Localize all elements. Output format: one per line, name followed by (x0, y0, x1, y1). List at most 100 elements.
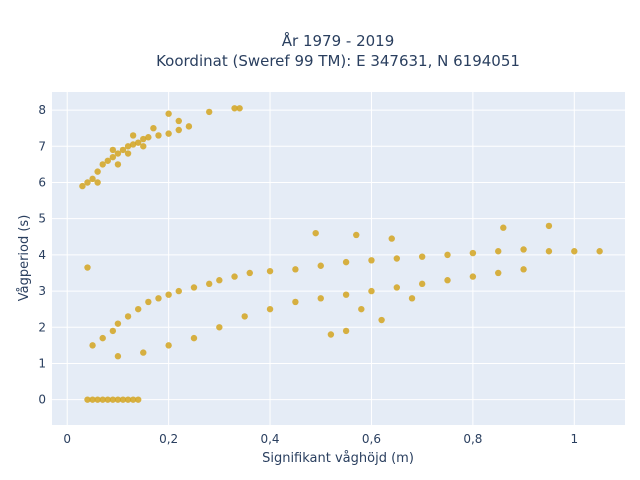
data-point (292, 266, 299, 273)
data-point (444, 251, 451, 259)
data-point (155, 295, 162, 302)
data-point (342, 291, 350, 298)
data-point (378, 316, 385, 324)
data-point (89, 342, 96, 349)
y-tick-labels: 0 1 2 3 4 5 6 7 8 (38, 103, 46, 407)
x-tick-label: 0,4 (260, 432, 279, 446)
data-point (114, 353, 122, 360)
data-point (114, 396, 122, 403)
data-point (368, 287, 375, 295)
x-tick-label: 0,6 (362, 432, 381, 446)
data-point (165, 110, 172, 117)
data-point (312, 229, 319, 237)
x-tick-labels: 0 0,2 0,4 0,6 0,8 1 (63, 432, 578, 446)
data-point (129, 396, 137, 403)
data-point (109, 327, 117, 335)
data-point (393, 255, 401, 262)
chart-title-line1: År 1979 - 2019 (282, 31, 395, 50)
data-point (114, 161, 122, 168)
data-point (231, 273, 238, 280)
data-point (246, 269, 253, 277)
y-tick-label: 0 (38, 393, 46, 407)
data-point (135, 139, 142, 146)
y-tick-label: 6 (38, 175, 46, 189)
data-point (236, 105, 243, 112)
data-point (129, 141, 137, 148)
data-point (99, 396, 106, 403)
data-point (124, 396, 132, 403)
data-point (84, 179, 91, 186)
chart-title-line2: Koordinat (Sweref 99 TM): E 347631, N 61… (156, 52, 520, 70)
data-point (190, 284, 198, 291)
x-tick-label: 0 (63, 432, 71, 446)
data-point (205, 108, 213, 116)
y-tick-label: 8 (38, 103, 46, 117)
x-axis-label: Signifikant våghöjd (m) (262, 451, 414, 466)
data-point (241, 313, 248, 320)
data-point (99, 161, 106, 168)
data-point (84, 264, 91, 271)
data-point (469, 273, 477, 280)
data-point (231, 105, 238, 112)
data-point (135, 396, 142, 403)
data-point (342, 258, 350, 266)
data-point (185, 123, 193, 130)
data-point (216, 277, 223, 284)
data-point (109, 153, 117, 161)
data-point (358, 305, 365, 313)
x-tick-label: 0,2 (159, 432, 178, 446)
data-point (545, 222, 553, 230)
data-point (175, 117, 182, 125)
data-point (190, 334, 198, 342)
data-point (124, 313, 132, 320)
data-point (145, 134, 152, 141)
data-point (94, 396, 101, 403)
data-point (342, 327, 350, 335)
data-point (104, 157, 111, 164)
data-point (266, 305, 274, 313)
y-tick-label: 5 (38, 212, 46, 226)
data-point (140, 135, 147, 143)
data-point (79, 182, 86, 190)
data-point (109, 146, 117, 154)
data-point (140, 349, 147, 356)
data-point (89, 175, 96, 183)
data-point (119, 146, 127, 154)
data-point (520, 266, 527, 273)
y-tick-label: 7 (38, 139, 46, 153)
data-point (205, 280, 213, 288)
data-point (114, 150, 122, 157)
data-point (135, 305, 142, 313)
data-point (84, 396, 91, 403)
y-tick-label: 3 (38, 284, 46, 298)
data-point (89, 396, 96, 403)
data-point (124, 143, 132, 150)
data-point (388, 235, 395, 242)
data-point (104, 396, 111, 403)
data-point (418, 280, 426, 288)
data-point (129, 132, 137, 139)
data-point (94, 168, 101, 175)
data-point (165, 291, 172, 298)
data-point (317, 262, 324, 269)
x-tick-label: 1 (570, 432, 578, 446)
data-point (418, 253, 426, 260)
data-point (145, 298, 152, 306)
data-point (500, 224, 507, 231)
x-tick-label: 0,8 (463, 432, 482, 446)
data-point (165, 342, 172, 349)
data-point (317, 295, 324, 302)
data-point (99, 334, 106, 342)
data-point (495, 269, 502, 277)
data-point (368, 257, 375, 264)
data-point (520, 246, 527, 253)
data-point (109, 396, 117, 403)
data-point (327, 331, 335, 338)
data-point (393, 284, 401, 291)
data-point (140, 143, 147, 150)
data-point (216, 324, 223, 331)
y-tick-label: 2 (38, 320, 46, 334)
data-point (495, 248, 502, 255)
data-point (469, 249, 477, 257)
data-point (155, 132, 162, 139)
